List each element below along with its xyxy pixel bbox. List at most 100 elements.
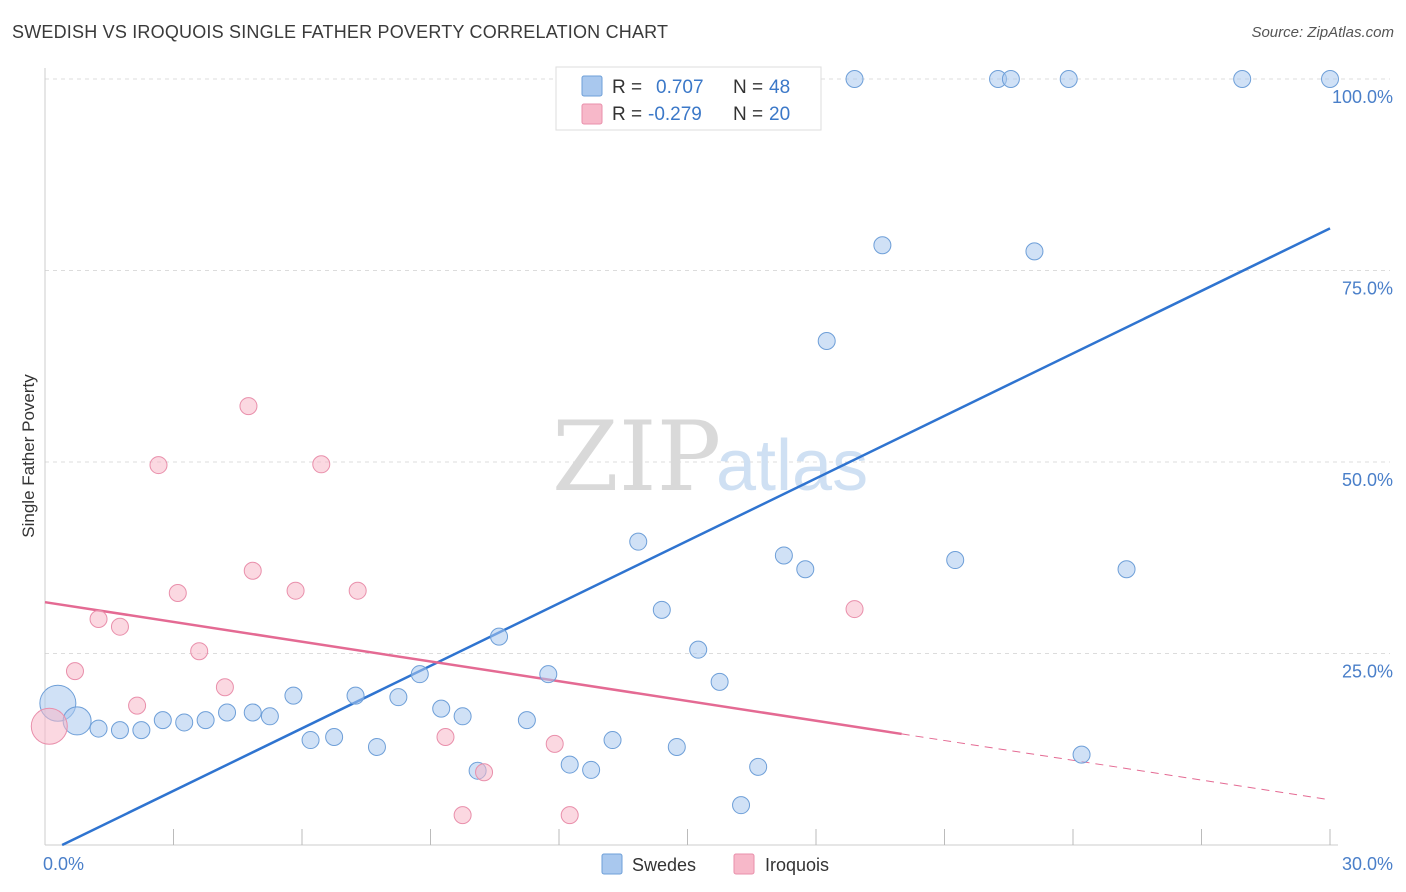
data-point (1072, 745, 1091, 764)
bottom-legend: Swedes Iroquois (601, 853, 829, 875)
data-point (196, 711, 215, 730)
trendline-swedes (61, 227, 1331, 847)
data-point (239, 397, 258, 416)
chart-title: SWEDISH VS IROQUOIS SINGLE FATHER POVERT… (12, 22, 669, 42)
bottom-legend-label-iroquois: Iroquois (765, 855, 829, 875)
data-point (243, 703, 262, 722)
series-swedes (39, 70, 1339, 815)
data-point (453, 806, 472, 825)
data-point (873, 236, 892, 255)
legend-n-label: N = (733, 77, 763, 98)
legend-r-label: R = (612, 104, 642, 125)
y-tick-label: 100.0% (1332, 87, 1393, 107)
data-point (175, 713, 194, 732)
y-axis-title: Single Father Poverty (19, 374, 38, 538)
legend-box: R = 0.707 N = 48 R = -0.279 N = 20 (555, 66, 822, 131)
y-tick-label: 50.0% (1342, 470, 1393, 490)
source-credit: Source: ZipAtlas.com (1251, 24, 1394, 41)
data-point (215, 678, 234, 697)
data-point (301, 731, 320, 750)
data-point (367, 737, 386, 756)
data-point (749, 757, 768, 776)
data-point (817, 331, 836, 350)
data-point (796, 560, 815, 579)
data-point (629, 532, 648, 551)
data-point (517, 711, 536, 730)
watermark-atlas: atlas (716, 426, 868, 506)
data-point (545, 734, 564, 753)
data-point (348, 581, 367, 600)
data-point (732, 796, 751, 815)
data-point (110, 721, 129, 740)
bottom-legend-swatch-iroquois (733, 853, 755, 875)
data-point (1233, 70, 1252, 88)
legend-r-label: R = (612, 77, 642, 98)
data-point (845, 70, 864, 88)
trendlines (44, 227, 1331, 847)
data-point (436, 727, 455, 746)
legend-swatch-iroquois (581, 103, 603, 125)
data-point (284, 686, 303, 705)
data-point (168, 583, 187, 602)
data-point (325, 727, 344, 746)
data-point (190, 642, 209, 661)
data-point (1001, 70, 1020, 88)
data-point (132, 721, 151, 740)
data-point (89, 719, 108, 738)
x-tick-label: 30.0% (1342, 854, 1393, 874)
data-point (153, 711, 172, 730)
legend-r-value: 0.707 (656, 77, 704, 98)
bottom-legend-label-swedes: Swedes (632, 855, 696, 875)
data-point (65, 662, 84, 681)
trendline-extension-iroquois (901, 733, 1331, 801)
x-tick-labels: 0.0% 30.0% (43, 854, 1393, 874)
data-point (603, 731, 622, 750)
data-point (410, 665, 429, 684)
data-point (432, 699, 451, 718)
trendline-iroquois (44, 600, 902, 736)
legend-n-value: 20 (769, 104, 790, 125)
data-point (652, 600, 671, 619)
x-tick-label: 0.0% (43, 854, 84, 874)
data-point (346, 686, 365, 705)
y-tick-label: 75.0% (1342, 279, 1393, 299)
legend-swatch-swedes (581, 75, 603, 97)
data-point (110, 617, 129, 636)
data-point (286, 581, 305, 600)
legend-r-value: -0.279 (648, 104, 702, 125)
data-point (1059, 70, 1078, 88)
watermark: ZIP atlas (552, 401, 868, 513)
data-point (30, 707, 68, 745)
y-tick-label: 25.0% (1342, 662, 1393, 682)
data-point (475, 763, 494, 782)
bottom-legend-swatch-swedes (601, 853, 623, 875)
data-point (260, 707, 279, 726)
legend-n-value: 48 (769, 77, 790, 98)
data-point (218, 703, 237, 722)
data-point (453, 707, 472, 726)
data-point (1025, 242, 1044, 261)
data-point (149, 456, 168, 475)
data-point (560, 755, 579, 774)
y-tick-labels: 100.0% 75.0% 50.0% 25.0% (1332, 87, 1393, 682)
data-point (539, 665, 558, 684)
data-point (946, 551, 965, 570)
data-point (243, 561, 262, 580)
data-point (89, 610, 108, 629)
data-point (667, 737, 686, 756)
data-point (1117, 560, 1136, 579)
data-point (62, 706, 92, 736)
data-point (490, 627, 509, 646)
series-iroquois (30, 397, 864, 825)
data-point (845, 600, 864, 619)
data-point (582, 760, 601, 779)
data-point (312, 455, 331, 474)
data-point (710, 672, 729, 691)
data-point (389, 688, 408, 707)
data-points (30, 70, 1339, 825)
watermark-zip: ZIP (552, 401, 721, 513)
data-point (128, 696, 147, 715)
data-point (774, 546, 793, 565)
legend-n-label: N = (733, 104, 763, 125)
